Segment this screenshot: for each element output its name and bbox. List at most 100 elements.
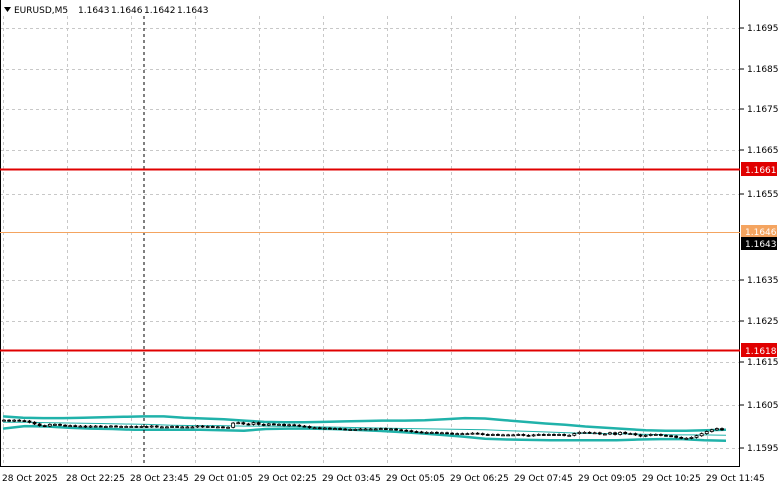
- candle: [83, 425, 88, 428]
- candle: [434, 431, 439, 434]
- time-tick: 29 Oct 05:05: [386, 474, 445, 484]
- candle: [22, 419, 27, 423]
- candle: [266, 422, 271, 427]
- candle: [389, 427, 393, 431]
- candle: [226, 426, 230, 429]
- candle: [541, 433, 546, 436]
- candle: [88, 425, 93, 428]
- time-tick: 29 Oct 11:45: [706, 474, 765, 484]
- time-tick: 28 Oct 22:25: [66, 474, 125, 484]
- close-value: 1.1643: [177, 6, 209, 16]
- candle: [419, 430, 424, 434]
- candle: [353, 428, 358, 431]
- candle: [205, 425, 210, 428]
- menu-triangle-icon[interactable]: [4, 7, 11, 12]
- price-tick: 1.1595: [747, 444, 779, 454]
- candle: [633, 432, 638, 436]
- candle: [328, 427, 332, 430]
- bid-label[interactable]: 1.1643: [741, 237, 777, 250]
- price-axis[interactable]: 1.1695 1.1685 1.1675 1.1665 1.1655 1.163…: [740, 24, 779, 454]
- price-tick: 1.1625: [747, 317, 779, 327]
- price-tick: 1.1635: [747, 276, 779, 286]
- candle: [200, 425, 205, 428]
- price-tick: 1.1605: [747, 401, 779, 411]
- candle: [404, 429, 409, 432]
- candle: [68, 424, 73, 428]
- time-tick: 29 Oct 01:05: [194, 474, 253, 484]
- candle: [251, 421, 256, 426]
- candle: [277, 423, 281, 426]
- candle: [602, 432, 607, 436]
- price-tick: 1.1655: [747, 190, 779, 200]
- candle: [241, 421, 246, 426]
- candle: [343, 427, 348, 431]
- time-tick: 29 Oct 09:05: [578, 474, 637, 484]
- candle: [638, 433, 643, 438]
- candle: [572, 432, 577, 437]
- support-line[interactable]: 1.1618: [0, 343, 777, 357]
- candle: [658, 433, 663, 437]
- support-price-label: 1.1618: [745, 347, 777, 357]
- chart-frame: [0, 0, 740, 467]
- candle: [256, 421, 261, 426]
- candle: [333, 427, 337, 430]
- candle: [679, 436, 684, 440]
- candle: [373, 427, 378, 431]
- time-axis[interactable]: 28 Oct 2025 28 Oct 22:25 28 Oct 23:45 29…: [2, 474, 765, 484]
- candle: [618, 431, 623, 436]
- candle: [562, 433, 567, 437]
- candle: [215, 425, 220, 429]
- candle: [694, 434, 699, 439]
- candle: [450, 432, 455, 435]
- candle: [58, 423, 62, 427]
- candle: [699, 432, 704, 437]
- candle: [506, 433, 511, 437]
- candle: [363, 427, 368, 431]
- candle: [109, 425, 113, 428]
- candle: [511, 433, 516, 437]
- candle: [302, 425, 307, 428]
- candle: [7, 419, 11, 423]
- candle: [144, 425, 149, 428]
- tick-marks: [740, 27, 744, 449]
- candle: [246, 422, 251, 426]
- candle: [552, 433, 556, 436]
- candle: [129, 425, 134, 428]
- candle: [526, 434, 531, 437]
- bid-price-label: 1.1643: [745, 240, 777, 250]
- candle: [613, 431, 617, 436]
- candle: [664, 434, 668, 437]
- candle: [37, 422, 42, 427]
- candle: [587, 431, 592, 434]
- candle: [485, 433, 490, 436]
- resistance-line[interactable]: 1.1661: [0, 162, 777, 176]
- candle: [674, 435, 679, 439]
- candle: [577, 431, 582, 435]
- open-value: 1.1643: [78, 6, 110, 16]
- candle: [322, 427, 327, 430]
- candle: [180, 425, 185, 429]
- candle: [475, 432, 480, 435]
- ask-line[interactable]: 1.1646: [0, 225, 777, 238]
- candle: [409, 429, 414, 433]
- candle: [623, 431, 628, 435]
- candle: [317, 426, 322, 430]
- candle: [165, 425, 169, 429]
- candle: [608, 431, 612, 436]
- candle: [567, 434, 572, 437]
- candle: [139, 425, 144, 428]
- bollinger-upper-band: [2, 415, 727, 432]
- resistance-price-label: 1.1661: [745, 166, 777, 176]
- candle: [643, 434, 648, 438]
- candle: [715, 427, 719, 431]
- candle: [653, 433, 658, 436]
- price-tick: 1.1685: [747, 65, 779, 75]
- candle: [12, 419, 17, 423]
- candle: [42, 424, 47, 428]
- candle: [73, 424, 78, 428]
- candle: [455, 432, 460, 436]
- candle: [221, 425, 225, 429]
- candle: [378, 427, 383, 431]
- candle: [496, 433, 500, 436]
